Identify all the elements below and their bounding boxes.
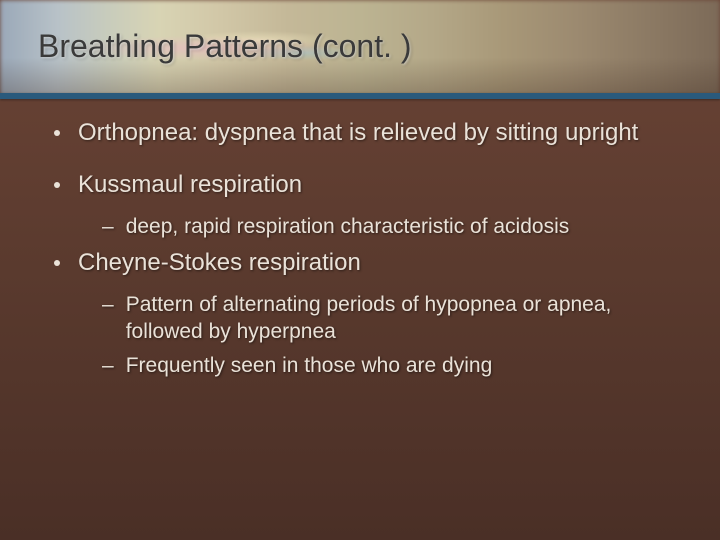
bullet-dot-icon: [54, 260, 60, 266]
bullet-item: Kussmaul respiration: [48, 170, 668, 200]
accent-bar: [0, 93, 720, 99]
bullet-dot-icon: [54, 130, 60, 136]
bullet-item: Cheyne-Stokes respiration: [48, 248, 668, 278]
bullet-text: Cheyne-Stokes respiration: [78, 248, 361, 278]
bullet-sub-item: – Pattern of alternating periods of hypo…: [102, 292, 668, 345]
bullet-dash-icon: –: [102, 214, 114, 240]
slide-title: Breathing Patterns (cont. ): [38, 28, 412, 65]
bullet-text: Frequently seen in those who are dying: [126, 353, 493, 379]
bullet-text: deep, rapid respiration characteristic o…: [126, 214, 570, 240]
bullet-item: Orthopnea: dyspnea that is relieved by s…: [48, 118, 668, 148]
bullet-sub-item: – Frequently seen in those who are dying: [102, 353, 668, 379]
bullet-text: Kussmaul respiration: [78, 170, 302, 200]
bullet-dot-icon: [54, 182, 60, 188]
bullet-dash-icon: –: [102, 292, 114, 318]
bullet-text: Pattern of alternating periods of hypopn…: [126, 292, 668, 345]
slide: Breathing Patterns (cont. ) Orthopnea: d…: [0, 0, 720, 540]
slide-content: Orthopnea: dyspnea that is relieved by s…: [48, 118, 668, 387]
bullet-text: Orthopnea: dyspnea that is relieved by s…: [78, 118, 638, 148]
bullet-sub-item: – deep, rapid respiration characteristic…: [102, 214, 668, 240]
bullet-dash-icon: –: [102, 353, 114, 379]
